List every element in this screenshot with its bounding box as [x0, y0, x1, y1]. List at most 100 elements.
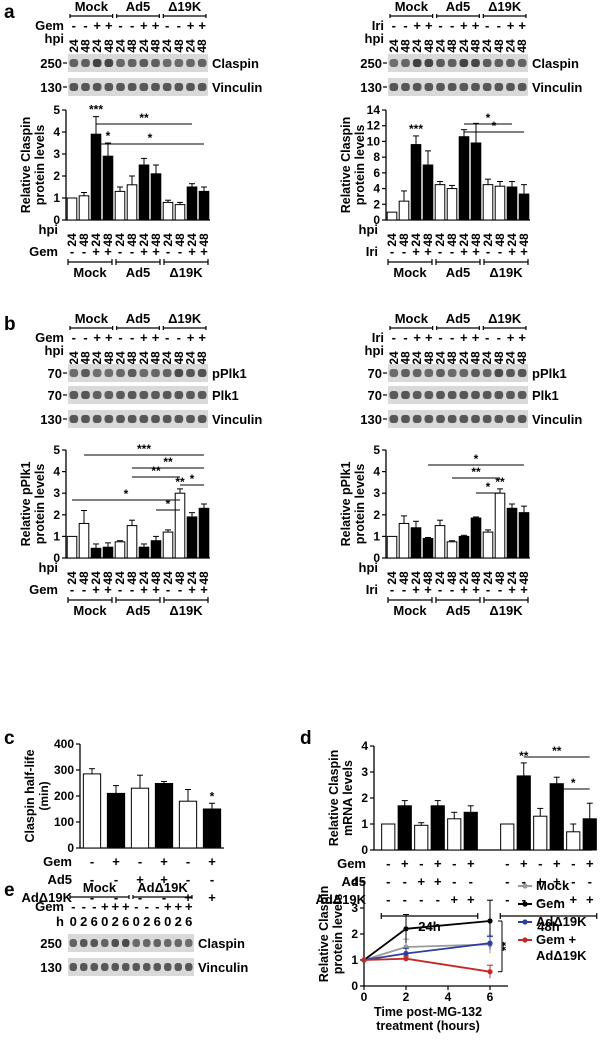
blot-e-h-lane-7: 0 [133, 914, 140, 929]
blot-b-left-drug-lane-11: + [187, 330, 195, 345]
blot-a-left-mw-claspin: 250 [40, 56, 62, 71]
chart-b-right-bar-10 [494, 492, 506, 559]
chart-b-left-sig-3: ** [151, 464, 161, 478]
chart-d-cond-0-12: + [586, 856, 594, 871]
blot-b-left-blot-plk1-lane-9 [162, 391, 172, 399]
blot-a-right-drug-lane-10: - [497, 18, 501, 33]
blot-b-left-hpi-label: hpi [45, 343, 65, 358]
chart-a-left-bar-3 [90, 133, 102, 221]
blot-b-left-hpi-lane-6: 48 [125, 351, 139, 365]
chart-a-left-hpi-6: 48 [125, 233, 139, 247]
chart-d-cond-0-11: - [571, 856, 575, 871]
blot-b-right-hpi-lane-6: 48 [445, 351, 459, 365]
chart-c-cond-label-0: Gem [43, 854, 72, 869]
chart-d-bar-6 [463, 811, 478, 851]
chart-a-left-hpi-1: 24 [65, 233, 79, 247]
blot-a-left-blot-claspin-lane-3 [92, 59, 102, 67]
chart-d-sig-2: * [571, 776, 576, 790]
blot-e-blot-vinculin-lane-4 [101, 963, 109, 971]
blot-b-right-mw-plk1: 70 [368, 388, 382, 403]
blot-b-left-group-0: Mock [75, 311, 109, 326]
chart-a-right-sig-1: * [486, 111, 491, 125]
blot-e-blot-claspin-lane-8 [143, 939, 151, 947]
chart-b-left-hpi-5: 24 [113, 571, 127, 585]
chart-e-legend-label-3-b: AdΔ19K [536, 948, 587, 963]
chart-b-left-drug-1: - [70, 582, 74, 597]
blot-b-left-blot-vinculin-lane-9 [162, 415, 172, 423]
blot-a-left-drug-label: Gem [35, 18, 64, 33]
blot-e-group-1: AdΔ19K [137, 880, 188, 895]
chart-a-right-drug-7: + [460, 244, 468, 259]
chart-a-right-bar-3 [410, 144, 422, 221]
chart-b-right-hpi-12: 48 [517, 571, 531, 585]
chart-c-cond-1-5: - [186, 872, 190, 887]
blot-a-right-blot-claspin-lane-4 [424, 59, 434, 67]
chart-a-left-hpi-2: 48 [77, 233, 91, 247]
blot-b-left-drug-lane-1: - [72, 330, 76, 345]
blot-a-right-drug-lane-4: + [425, 18, 433, 33]
blot-e-blot-claspin-lane-7 [132, 939, 140, 947]
blot-a-left-blot-claspin-strip [68, 54, 208, 72]
chart-a-left-sig-2: ** [139, 111, 149, 125]
chart-a-left-bar-1 [66, 197, 78, 221]
chart-b-right-ytick-label-0: 0 [373, 551, 380, 565]
blot-a-left-hpi-lane-4: 48 [102, 39, 116, 53]
chart-d-cond-0-3: - [419, 856, 423, 871]
blot-a-right-blot-claspin-lane-7 [459, 59, 469, 67]
chart-a-right-bar-9 [482, 184, 494, 221]
chart-b-right-bar-2 [398, 522, 410, 559]
blot-e-gem-lane-4: + [101, 899, 109, 914]
chart-d-ytick-label-0: 0 [361, 843, 368, 857]
chart-e-legend-label-0: Mock [536, 878, 570, 893]
chart-b-left-drug-4: + [104, 582, 112, 597]
chart-a-right-group-1: Ad5 [446, 265, 471, 280]
chart-b-right-drug-2: - [402, 582, 406, 597]
chart-a-right-hpi-5: 24 [433, 233, 447, 247]
chart-d-cond-1-6: - [469, 874, 473, 889]
chart-a-right-bar-11 [506, 186, 518, 221]
blot-a-right-drug-lane-2: - [403, 18, 407, 33]
chart-d-bar-8 [516, 775, 531, 851]
chart-b-right-hpi-5: 24 [433, 571, 447, 585]
blot-b-right-blot-pplk1-lane-11 [506, 369, 515, 377]
blot-a-right-blot-vinculin-lane-7 [459, 83, 469, 91]
panel-label-e: e [4, 880, 15, 901]
blot-b-right-group-1: Ad5 [446, 311, 471, 326]
chart-a-left-drug-4: + [104, 244, 112, 259]
chart-a-left-drug-6: - [130, 244, 134, 259]
blot-b-right-blot-pplk1-lane-4 [424, 369, 434, 377]
chart-b-right-hpi-11: 24 [505, 571, 519, 585]
chart-a-left-hpi-10: 48 [173, 233, 187, 247]
chart-b-left-drug-11: + [188, 582, 196, 597]
chart-b-left-sig-6: * [166, 497, 171, 511]
chart-a-left-drug-8: + [152, 244, 160, 259]
chart-d-cond-2-1: - [386, 892, 390, 907]
blot-a-left-blot-claspin-lane-8 [151, 59, 160, 67]
blot-a-right-drug-lane-12: + [518, 18, 526, 33]
blot-b-left-drug-lane-2: - [83, 330, 87, 345]
chart-a-right-drug-9: - [486, 244, 490, 259]
chart-b-left-drug-12: + [200, 582, 208, 597]
chart-c-cond-0-1: - [90, 854, 94, 869]
blot-e-h-lane-4: 0 [101, 914, 108, 929]
chart-a-right-drug-5: - [438, 244, 442, 259]
blot-b-left-hpi-lane-4: 48 [102, 351, 116, 365]
chart-b-right-hpi-8: 48 [469, 571, 483, 585]
blot-b-right-blot-vinculin-strip [388, 410, 528, 428]
blot-a-right-hpi-lane-8: 48 [469, 39, 483, 53]
blot-b-right-hpi-lane-9: 24 [480, 351, 494, 365]
blot-e-blot-vinculin-lane-12 [185, 963, 193, 971]
blot-b-left-blot-vinculin-lane-5 [116, 415, 125, 423]
chart-e-xlabel-1: Time post-MG-132 [374, 1005, 482, 1019]
blot-b-left-blot-pplk1-lane-2 [81, 369, 90, 377]
blot-e-blot-claspin-lane-11 [174, 939, 182, 947]
chart-d-cond-2-11: + [569, 892, 577, 907]
blot-b-right-blot-plk1-strip [388, 386, 528, 404]
chart-b-left-bar-6 [126, 525, 138, 559]
blot-b-left-hpi-lane-8: 48 [149, 351, 163, 365]
chart-b-left-bar-12 [198, 507, 210, 559]
chart-b-right-drug-11: + [508, 582, 516, 597]
blot-a-left-blot-claspin-lane-4 [104, 59, 114, 67]
chart-c-bar-3 [130, 787, 150, 849]
